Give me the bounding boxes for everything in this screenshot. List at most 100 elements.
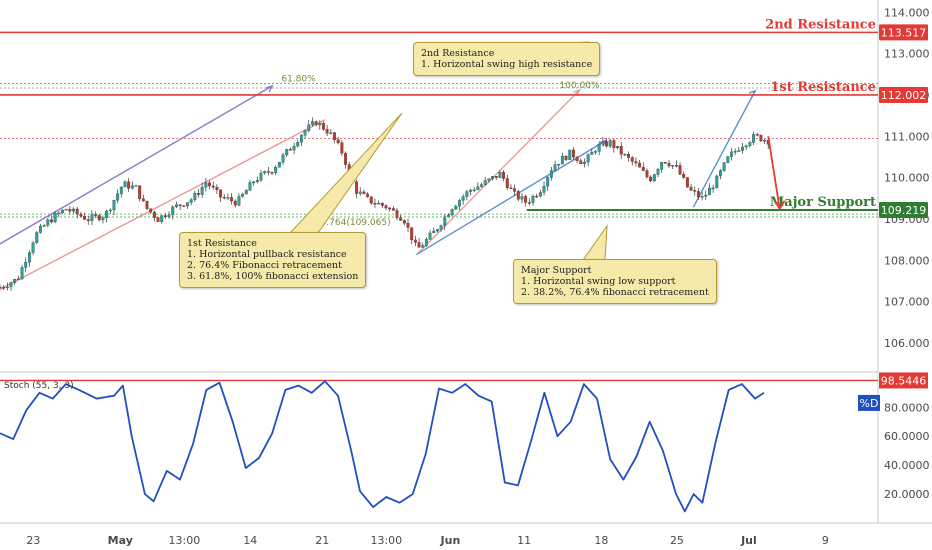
stoch-tick: 80.0000 (884, 401, 930, 414)
candle-body (101, 217, 105, 221)
price-tick: 107.000 (884, 296, 930, 309)
candle-body (141, 198, 145, 202)
trend-lines[interactable] (0, 84, 757, 291)
candle-body (704, 194, 708, 197)
candle-body (722, 162, 726, 171)
candle-body (553, 164, 557, 171)
level-price-badge-text: 113.517 (881, 26, 927, 39)
candle-body (428, 232, 432, 240)
price-tick: 113.000 (884, 48, 930, 61)
time-tick: 13:00 (370, 534, 402, 547)
candle-body (575, 156, 579, 161)
candle-body (388, 207, 392, 210)
candle-body (90, 214, 94, 221)
candle-body (435, 229, 439, 232)
candle-body (233, 200, 237, 206)
candles (0, 117, 770, 291)
time-tick: Jul (740, 534, 757, 547)
candle-body (424, 239, 428, 246)
stoch-level-badge-text: 98.5446 (881, 374, 927, 387)
candle-body (277, 162, 281, 168)
candle-body (652, 174, 656, 182)
candle-body (344, 153, 347, 165)
candle-body (491, 176, 495, 179)
candle-body (130, 185, 134, 189)
candle-body (64, 209, 68, 211)
candle-body (399, 217, 403, 221)
fibonacci-lines[interactable]: 61.80% 100.00% 0.764(109.065) (0, 74, 878, 228)
note-first-resistance[interactable]: 1st Resistance 1. Horizontal pullback re… (179, 232, 367, 288)
trend-line-pink (416, 89, 581, 255)
candle-body (138, 185, 142, 199)
candle-body (314, 121, 318, 126)
fib-label: 100.00% (559, 81, 599, 91)
candle-body (285, 149, 289, 156)
levels[interactable]: 2nd Resistance 113.517 1st Resistance 112.0… (0, 17, 928, 219)
stochastic-indicator: 98.5446%D (0, 372, 928, 513)
candle-body (152, 212, 156, 218)
candle-body (112, 200, 116, 211)
candle-body (336, 139, 340, 143)
candle-body (667, 162, 671, 167)
candle-body (700, 196, 704, 198)
candle-body (402, 220, 406, 224)
candle-body (755, 134, 759, 136)
note-line: 1. Horizontal swing high resistance (421, 59, 593, 70)
candle-body (237, 196, 241, 206)
candle-body (116, 193, 120, 201)
candle-body (649, 176, 653, 182)
arrow-head (265, 84, 274, 93)
candle-body (542, 186, 546, 193)
trend-line-blue (416, 139, 607, 255)
candle-body (733, 151, 737, 153)
candle-body (108, 209, 112, 212)
time-tick: 21 (315, 534, 329, 547)
level-label: Major Support (770, 195, 876, 210)
level-price-badge-text: 112.002 (881, 89, 927, 102)
candle-body (579, 160, 583, 165)
candle-body (568, 149, 572, 160)
candle-body (38, 225, 42, 233)
candle-body (292, 145, 296, 151)
note-second-resistance[interactable]: 2nd Resistance 1. Horizontal swing high … (413, 42, 601, 76)
candle-body (549, 170, 553, 178)
stoch-d-line (0, 380, 765, 513)
stochastic-label[interactable]: Stoch (55, 3, 3) (4, 381, 74, 391)
candle-body (417, 242, 421, 248)
candle-body (72, 208, 75, 212)
time-axis[interactable]: 23 May 13:00 14 21 13:00 Jun 11 18 25 Jul 9 (26, 534, 828, 547)
candle-body (759, 134, 763, 142)
level-label: 1st Resistance (770, 80, 876, 95)
candle-body (737, 150, 741, 152)
candle-body (406, 223, 410, 228)
candle-body (322, 123, 325, 130)
candle-body (362, 191, 366, 195)
trend-line-purple (0, 85, 273, 245)
candle-body (160, 215, 164, 222)
candle-body (671, 165, 675, 167)
candle-body (502, 172, 506, 179)
candle-body (27, 252, 31, 263)
candle-body (458, 200, 461, 207)
note-title: 2nd Resistance (421, 48, 495, 59)
candle-body (524, 196, 528, 203)
candle-body (329, 132, 333, 134)
candle-body (307, 124, 311, 131)
candle-body (744, 145, 748, 148)
note-major-support[interactable]: Major Support 1. Horizontal swing low su… (513, 259, 717, 304)
price-axis[interactable]: 114.000113.000112.000111.000110.000109.0… (884, 6, 930, 350)
price-tick: 114.000 (884, 6, 930, 19)
candle-body (715, 175, 719, 189)
candle-body (546, 177, 550, 187)
stoch-axis[interactable]: 80.0000 60.0000 40.0000 20.0000 (884, 401, 930, 501)
candle-body (707, 187, 711, 196)
candle-body (325, 129, 329, 134)
stoch-d-badge (858, 394, 880, 411)
stoch-tick: 20.0000 (884, 488, 930, 501)
candle-body (623, 154, 627, 156)
candle-body (244, 190, 248, 195)
level-price-badge (879, 86, 928, 103)
candle-body (208, 182, 211, 187)
candle-body (50, 219, 53, 223)
